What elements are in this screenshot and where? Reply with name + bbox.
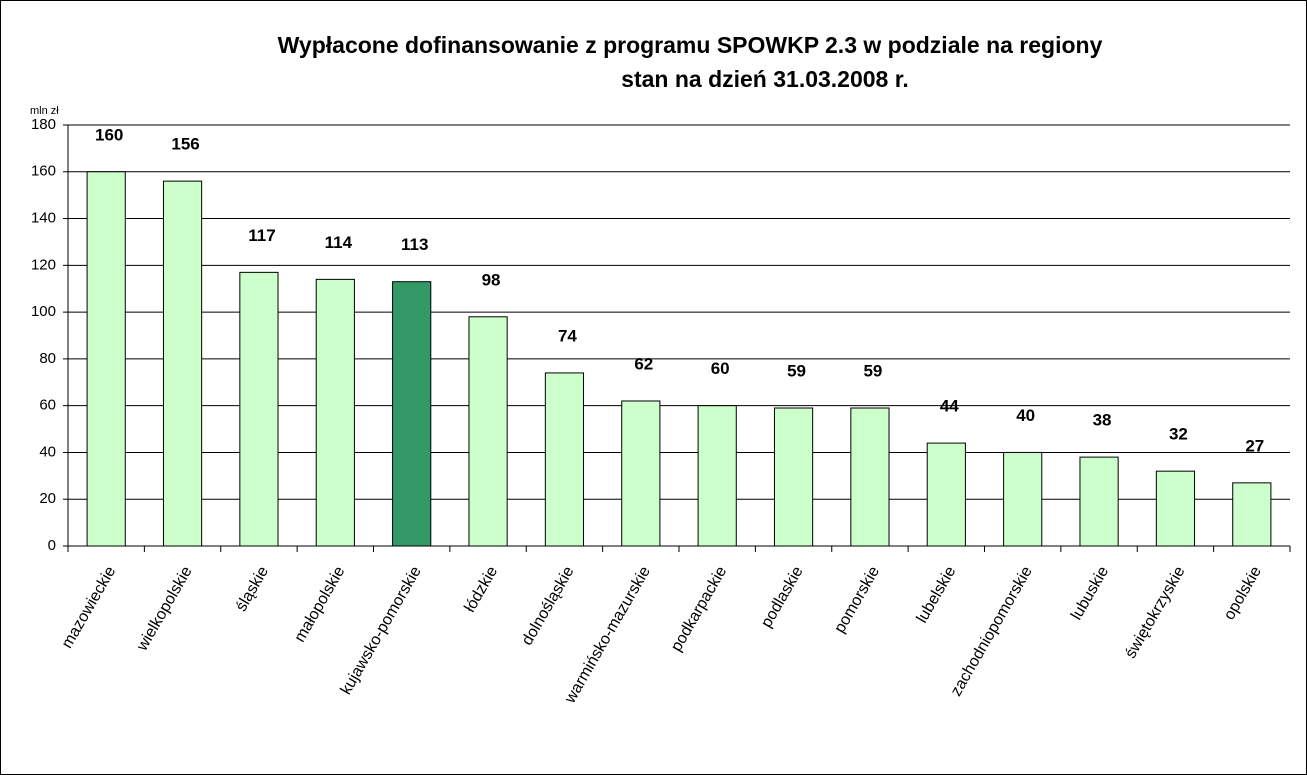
y-axis-label: mln zł <box>30 105 59 117</box>
y-tick-label: 60 <box>39 397 56 414</box>
bar <box>926 442 966 547</box>
bar <box>86 171 126 547</box>
value-label: 160 <box>95 125 123 144</box>
bar <box>697 405 737 547</box>
bar <box>162 180 203 547</box>
value-label: 40 <box>1016 406 1035 425</box>
value-label: 60 <box>711 359 730 378</box>
y-tick-label: 40 <box>39 443 56 460</box>
y-tick-label: 100 <box>31 303 56 320</box>
bar <box>544 372 585 547</box>
bar <box>850 407 890 547</box>
value-label: 113 <box>401 235 428 254</box>
y-tick-label: 180 <box>31 116 56 133</box>
chart-title: Wypłacone dofinansowanie z programu SPOW… <box>278 32 1103 58</box>
bar <box>1003 451 1043 547</box>
y-tick-label: 120 <box>31 256 56 273</box>
value-label: 74 <box>558 326 577 345</box>
value-label: 117 <box>248 226 275 245</box>
value-label: 38 <box>1093 411 1112 430</box>
value-label: 156 <box>171 135 199 154</box>
y-tick-label: 0 <box>48 537 56 554</box>
bar <box>315 278 355 547</box>
value-label: 27 <box>1245 436 1264 455</box>
value-label: 59 <box>787 361 806 380</box>
bar <box>239 271 279 547</box>
bar <box>392 281 432 547</box>
bar <box>1232 482 1272 547</box>
value-label: 62 <box>634 354 653 373</box>
value-label: 98 <box>482 270 501 289</box>
bar <box>773 407 814 547</box>
y-tick-label: 140 <box>31 210 56 227</box>
value-label: 44 <box>940 397 959 416</box>
value-label: 59 <box>863 361 882 380</box>
bar <box>1155 470 1196 547</box>
bar <box>621 400 661 547</box>
value-label: 32 <box>1169 425 1188 444</box>
chart-subtitle: stan na dzień 31.03.2008 r. <box>621 66 909 92</box>
y-tick-label: 80 <box>39 350 56 367</box>
value-label: 114 <box>325 233 353 252</box>
y-tick-label: 20 <box>39 490 56 507</box>
bar <box>1079 456 1119 547</box>
y-tick-label: 160 <box>31 163 56 180</box>
bar <box>468 316 508 547</box>
